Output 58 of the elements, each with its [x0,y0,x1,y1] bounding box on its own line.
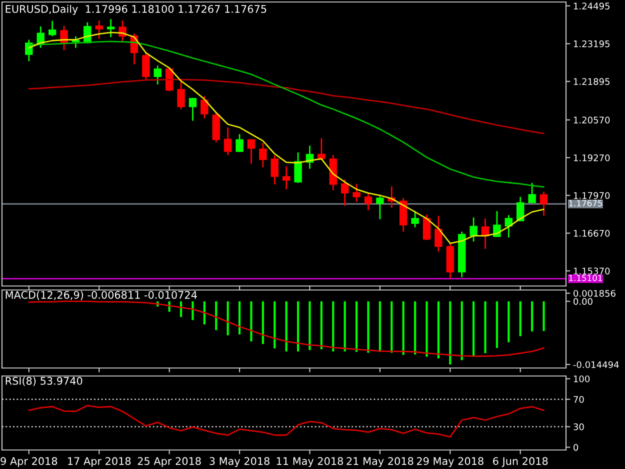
y-tick-label: 0 [574,444,578,451]
y-tick-label: 30 [574,423,584,430]
line-series [28,78,544,134]
y-tick-label: 1.16670 [574,230,610,237]
y-tick-label: 70 [574,396,584,403]
candlestick [188,97,197,122]
x-tick-label: 9 Apr 2018 [0,457,58,468]
candlestick [259,142,267,168]
candlestick [154,64,162,86]
candlestick [376,196,384,220]
candlestick [118,20,126,42]
y-tick-label: 1.24495 [574,2,610,10]
x-tick-label: 3 May 2018 [210,457,270,468]
y-tick-label: 1.17970 [574,192,610,199]
candlestick [236,133,244,153]
candlestick [528,182,536,204]
candlestick [422,214,431,241]
candlestick [106,18,115,38]
y-tick-label: -0.014494 [573,361,619,368]
x-tick-label: 17 Apr 2018 [68,457,131,468]
candlestick [60,25,68,51]
x-tick-label: 6 Jun 2018 [493,457,548,467]
candlestick [352,183,360,202]
candlestick [540,190,548,217]
candlestick [470,216,478,242]
candlestick [95,20,103,40]
candlestick [270,154,278,186]
candlestick [294,152,302,184]
candlestick [177,79,185,110]
x-tick-label: 29 May 2018 [416,457,484,468]
line-series [28,404,544,438]
y-tick-label: 1.19270 [574,154,610,162]
y-tick-label: 100 [574,375,590,382]
chart-title: EURUSD,Daily 1.17996 1.18100 1.17267 1.17675 [6,4,266,15]
chart-title: RSI(8) 53.9740 [6,376,82,386]
x-tick-label: 25 Apr 2018 [138,457,201,468]
candlestick [411,210,419,228]
x-tick-label: 11 May 2018 [276,457,343,468]
candlestick [48,20,56,37]
candlestick [434,215,442,252]
candlestick [142,52,150,80]
y-tick-label: 1.21895 [574,78,610,85]
y-tick-label: 0.001856 [574,290,616,297]
candlestick [340,178,349,207]
y-tick-label: 0.00 [574,298,592,305]
candlestick [247,138,256,164]
candlestick [282,166,290,190]
candlestick [224,126,232,156]
y-tick-label: 1.20570 [574,116,610,124]
y-tick-label: 1.23195 [574,40,610,48]
candlestick [364,192,372,211]
ref-line-label: 1.17675 [569,200,602,206]
candlestick [200,95,208,120]
y-tick-label: 1.15370 [574,268,610,274]
x-tick-label: 21 May 2018 [346,457,414,468]
chart-title: MACD(12,26,9) -0.006811 -0.010724 [6,290,197,300]
line-series [28,300,544,357]
ref-line-label: 1.15101 [569,274,602,282]
